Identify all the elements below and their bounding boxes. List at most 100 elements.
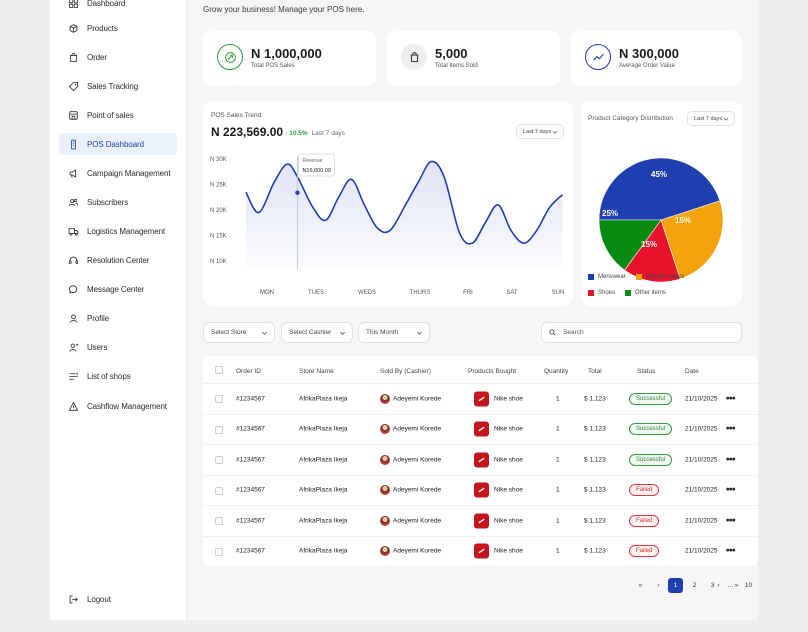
page-button-3[interactable]: 3 <box>710 582 715 589</box>
more-options-icon[interactable]: ••• <box>726 545 736 557</box>
chat-icon <box>67 283 79 295</box>
table-row[interactable]: #1234567 AfrikaPlaza Ikeja Adeyemi Korede N… <box>203 505 758 535</box>
sidebar-item-cashflow-management[interactable]: Cashflow Management <box>59 395 177 417</box>
row-checkbox[interactable] <box>215 486 223 495</box>
store-name: AfrikaPlaza Ikeja <box>299 395 348 402</box>
table-row[interactable]: #1234567 AfrikaPlaza Ikeja Adeyemi Korede N… <box>203 444 758 474</box>
cashier: Adeyemi Korede <box>380 515 441 526</box>
sidebar-item-subscribers[interactable]: Subscribers <box>59 191 177 213</box>
sidebar-item-pos-dashboard[interactable]: POS Dashboard <box>59 133 177 155</box>
avatar <box>380 454 390 465</box>
more-options-icon[interactable]: ••• <box>726 515 736 526</box>
sidebar-item-list-of-shops[interactable]: List of shops <box>59 365 177 387</box>
sidebar-item-dashboard[interactable]: Dashboard <box>59 0 177 14</box>
pie-slice[interactable] <box>660 200 724 280</box>
store-select[interactable]: Select Store <box>203 322 275 343</box>
sidebar-item-label: Sales Tracking <box>87 81 139 91</box>
order-date: 21/10/2025 <box>685 456 718 463</box>
cashier-select-label: Select Cashier <box>289 329 332 336</box>
period-select-label: This Month <box>366 329 399 336</box>
sidebar-item-message-center[interactable]: Message Center <box>59 278 177 300</box>
legend-item: Women wears <box>636 274 684 280</box>
column-header: Products Bought <box>468 368 517 375</box>
row-checkbox[interactable] <box>215 517 223 525</box>
page-subtitle: Grow your business! Manage your POS here… <box>203 5 365 14</box>
row-checkbox[interactable] <box>215 425 223 434</box>
product: Nike shoe <box>474 543 523 559</box>
row-checkbox[interactable] <box>215 547 223 556</box>
period-select[interactable]: This Month <box>358 322 430 343</box>
status-badge: Failed <box>629 514 660 527</box>
sidebar-item-profile[interactable]: Profile <box>59 307 177 329</box>
up-arrow-icon: ↑ <box>285 130 289 137</box>
page-button-2[interactable]: 2 <box>692 582 697 589</box>
page-button-1[interactable]: 1 <box>668 578 683 593</box>
logout-icon <box>67 593 79 605</box>
product: Nike shoe <box>474 452 523 467</box>
more-options-icon[interactable]: ••• <box>726 484 736 496</box>
order-id: #1234567 <box>236 547 265 555</box>
avatar <box>380 424 390 434</box>
sidebar-item-campaign-management[interactable]: Campaign Management <box>59 162 177 184</box>
sidebar-item-logistics-management[interactable]: Logistics Management <box>59 220 177 242</box>
cashier: Adeyemi Korede <box>380 546 441 556</box>
product-name: Nike shoe <box>494 395 523 403</box>
table-row[interactable]: #1234567 AfrikaPlaza Ikeja Adeyemi Korede N… <box>203 535 758 566</box>
sidebar-item-products[interactable]: Products <box>59 17 177 39</box>
sidebar-item-point-of-sales[interactable]: Point of sales <box>59 104 177 126</box>
more-options-icon[interactable]: ••• <box>726 423 736 435</box>
prev-page-button[interactable]: ‹ <box>657 582 660 589</box>
pie-slice[interactable] <box>598 219 662 271</box>
sidebar-item-label: Point of sales <box>87 110 134 120</box>
first-page-button[interactable]: « <box>638 582 643 589</box>
sidebar-item-label: POS Dashboard <box>87 139 144 149</box>
sidebar-item-resolution-center[interactable]: Resolution Center <box>59 249 177 271</box>
sidebar-item-users[interactable]: Users <box>59 336 177 358</box>
product-thumbnail <box>474 513 489 528</box>
tooltip-label: Revenue <box>302 158 322 164</box>
last-page-button[interactable]: » <box>734 582 739 589</box>
sales-icon <box>217 44 243 70</box>
stat-label: Total POS Sales <box>251 63 295 69</box>
chevron-down-icon <box>417 331 422 335</box>
category-period-dropdown[interactable]: Last 7 days <box>687 111 735 126</box>
cashier-select[interactable]: Select Cashier <box>281 322 353 343</box>
hover-point[interactable] <box>295 190 300 195</box>
table-row[interactable]: #1234567 AfrikaPlaza Ikeja Adeyemi Korede N… <box>203 474 758 505</box>
cashier-name: Adeyemi Korede <box>393 425 442 433</box>
more-options-icon[interactable]: ••• <box>726 393 736 404</box>
cashier: Adeyemi Korede <box>380 485 441 495</box>
trend-period-dropdown[interactable]: Last 7 days <box>516 124 564 139</box>
row-checkbox[interactable] <box>215 456 223 464</box>
total: $ 1,123 <box>584 547 606 555</box>
table-row[interactable]: #1234567 AfrikaPlaza Ikeja Adeyemi Korede N… <box>203 413 758 444</box>
product-name: Nike shoe <box>494 486 523 494</box>
pie-slice[interactable] <box>598 157 721 221</box>
stat-value: N 300,000 <box>619 46 679 61</box>
more-options-icon[interactable]: ••• <box>726 454 736 465</box>
pos-icon <box>67 138 79 150</box>
sidebar-item-label: Dashboard <box>87 0 126 8</box>
quantity: 1 <box>556 456 560 463</box>
x-tick-label: THURS <box>410 290 431 296</box>
category-distribution-card: Product Category Distribution Last 7 day… <box>581 101 742 306</box>
select-all-checkbox[interactable] <box>215 366 223 374</box>
user-plus-icon <box>67 341 79 353</box>
sidebar-item-label: Users <box>87 342 108 352</box>
pie-slice[interactable] <box>624 219 681 283</box>
sidebar-item-sales-tracking[interactable]: Sales Tracking <box>59 75 177 97</box>
search-input[interactable]: Search <box>541 322 742 343</box>
y-tick-label: N 15K <box>210 234 227 240</box>
table-row[interactable]: #1234567 AfrikaPlaza Ikeja Adeyemi Korede N… <box>203 383 758 413</box>
column-header: Sold By (Cashier) <box>380 368 431 375</box>
logout-button[interactable]: Logout <box>59 588 177 610</box>
row-checkbox[interactable] <box>215 395 223 403</box>
product-thumbnail <box>474 543 489 559</box>
sidebar-item-order[interactable]: Order <box>59 46 177 68</box>
status-badge: Successful <box>629 453 673 466</box>
product-name: Nike shoe <box>494 456 523 464</box>
next-page-button[interactable]: › <box>717 582 720 589</box>
page-button-10[interactable]: 10 <box>744 582 753 589</box>
tooltip: Revenue N16,000.00 <box>298 153 335 177</box>
app-frame: Dashboard Products Order Sales Tracking Poin… <box>50 0 758 620</box>
